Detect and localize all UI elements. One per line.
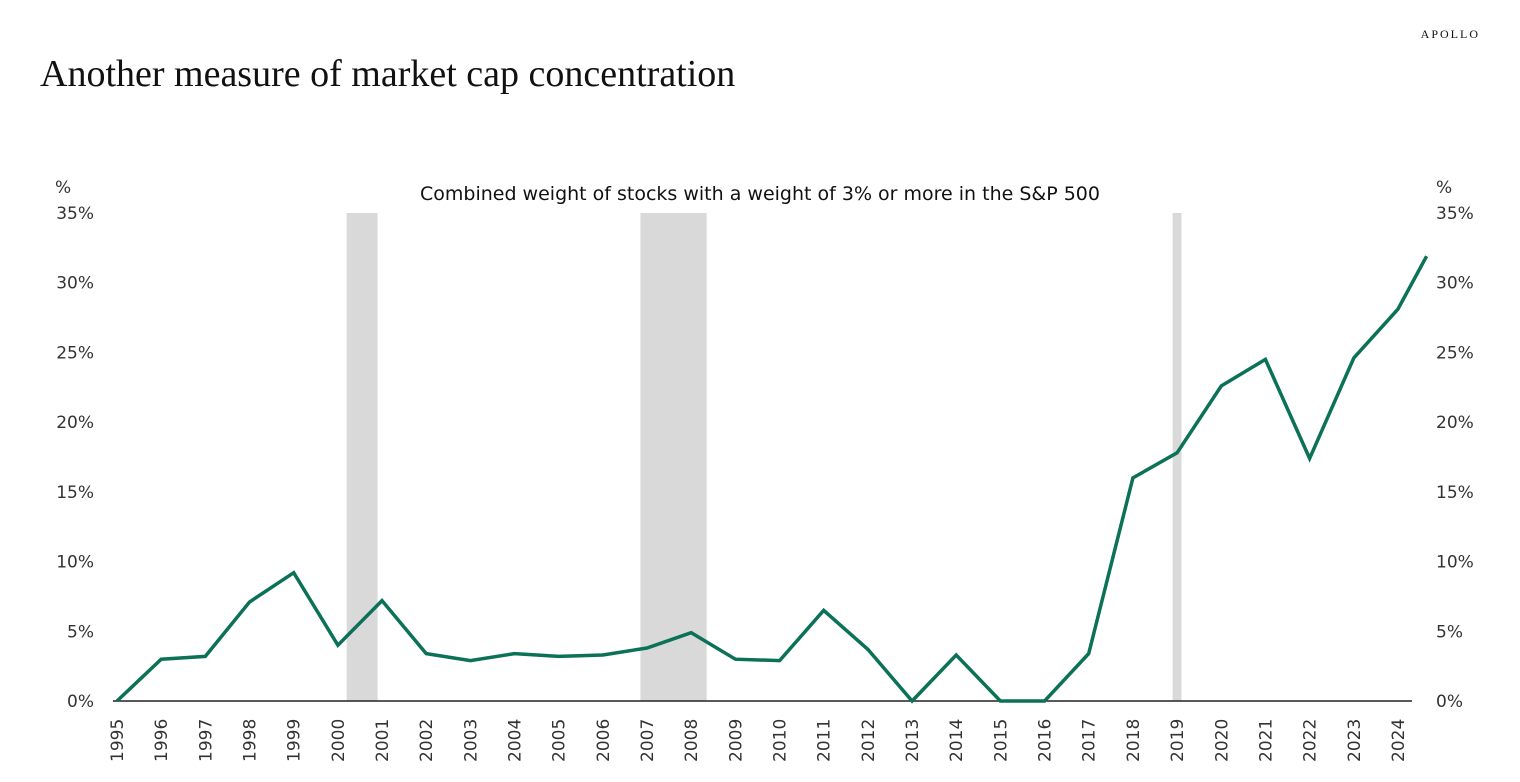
x-tick-label: 2006 <box>594 719 614 762</box>
y-tick-label-left: 35% <box>56 204 94 224</box>
series-line <box>115 255 1429 704</box>
x-tick-label: 1996 <box>152 719 172 762</box>
x-tick-label: 2001 <box>373 719 393 762</box>
chart-title: Combined weight of stocks with a weight … <box>420 183 1100 205</box>
y-tick-label-left: 25% <box>56 343 94 363</box>
x-tick-label: 2020 <box>1212 719 1232 762</box>
x-tick-label: 2002 <box>417 719 437 762</box>
x-tick-label: 2005 <box>550 719 570 762</box>
y-tick-label-right: 0% <box>1436 692 1463 712</box>
y-tick-label-left: 15% <box>56 483 94 503</box>
x-tick-label: 2003 <box>461 719 481 762</box>
y-tick-label-right: 20% <box>1436 413 1474 433</box>
y-tick-label-left: 20% <box>56 413 94 433</box>
x-tick-label: 2024 <box>1389 719 1409 762</box>
x-tick-label: 1997 <box>196 719 216 762</box>
x-tick-label: 1998 <box>241 719 261 762</box>
x-tick-label: 2015 <box>991 719 1011 762</box>
x-tick-label: 2007 <box>638 719 658 762</box>
y-tick-label-right: 10% <box>1436 553 1474 573</box>
x-tick-label: 2009 <box>726 719 746 762</box>
x-tick-label: 2017 <box>1080 719 1100 762</box>
recession-shade <box>346 213 378 701</box>
y-tick-label-right: 25% <box>1436 343 1474 363</box>
y-tick-label-left: 5% <box>67 622 94 642</box>
page-title: Another measure of market cap concentrat… <box>40 53 736 95</box>
y-tick-label-left: 30% <box>56 274 94 294</box>
x-tick-label: 2023 <box>1345 719 1365 762</box>
x-tick-label: 2010 <box>771 719 791 762</box>
y-tick-label-right: 35% <box>1436 204 1474 224</box>
x-tick-label: 2000 <box>329 719 349 762</box>
x-tick-label: 2016 <box>1036 719 1056 762</box>
x-tick-label: 2008 <box>682 719 702 762</box>
data-points <box>116 256 1427 702</box>
apollo-logo: APOLLO <box>1420 27 1480 41</box>
x-tick-label: 1995 <box>108 719 128 762</box>
right-axis-unit: % <box>1436 178 1452 198</box>
x-tick-label: 2011 <box>815 719 835 762</box>
recession-shade <box>1172 213 1182 701</box>
x-tick-label: 2013 <box>903 719 923 762</box>
y-tick-label-left: 10% <box>56 553 94 573</box>
x-tick-label: 2004 <box>506 719 526 762</box>
y-tick-label-right: 5% <box>1436 622 1463 642</box>
recession-shade <box>640 213 707 701</box>
y-tick-label-right: 30% <box>1436 274 1474 294</box>
y-tick-label-left: 0% <box>67 692 94 712</box>
left-axis-unit: % <box>55 178 71 198</box>
x-tick-label: 2018 <box>1124 719 1144 762</box>
y-tick-label-right: 15% <box>1436 483 1474 503</box>
x-tick-label: 2014 <box>947 719 967 762</box>
x-tick-label: 2021 <box>1256 719 1276 762</box>
x-tick-label: 2019 <box>1168 719 1188 762</box>
x-tick-label: 2022 <box>1301 719 1321 762</box>
x-tick-label: 1999 <box>285 719 305 762</box>
x-tick-label: 2012 <box>859 719 879 762</box>
